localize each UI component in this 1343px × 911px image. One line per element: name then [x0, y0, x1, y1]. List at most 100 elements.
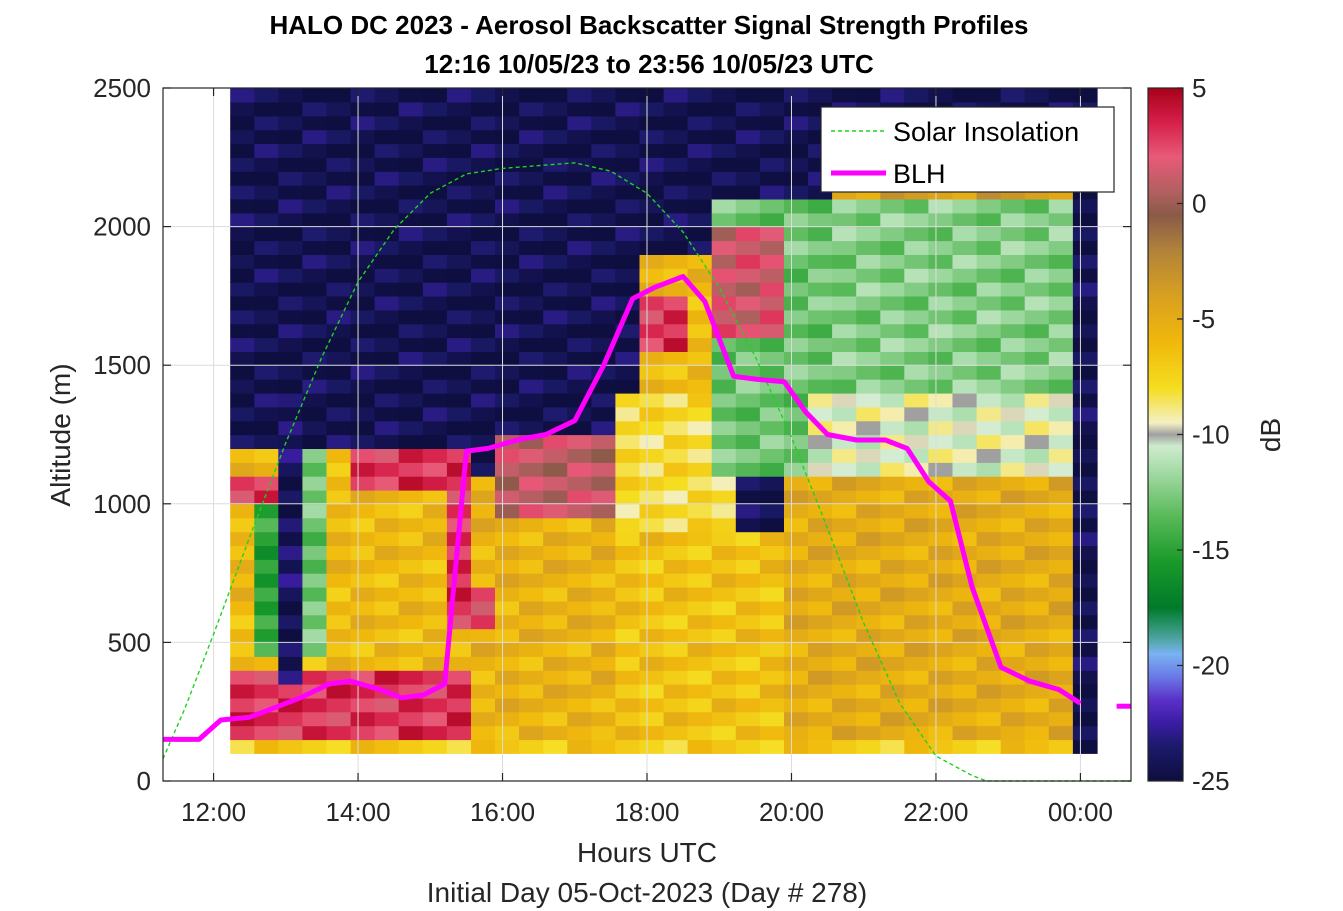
heatmap-cell [254, 420, 279, 436]
heatmap-cell [1048, 379, 1074, 394]
heatmap-cell [471, 129, 496, 145]
heatmap-cell [1000, 309, 1026, 325]
heatmap-cell [591, 725, 616, 741]
heatmap-cell [471, 101, 496, 117]
heatmap-cell [832, 420, 857, 436]
heatmap-cell [278, 462, 303, 477]
heatmap-cell [567, 171, 592, 186]
heatmap-cell [1048, 600, 1074, 616]
heatmap-cell [398, 198, 424, 214]
heatmap-cell [976, 725, 1002, 741]
heatmap-cell [495, 684, 520, 699]
heatmap-cell [230, 600, 255, 616]
heatmap-cell [567, 476, 592, 491]
heatmap-cell [374, 725, 400, 741]
heatmap-cell [471, 739, 496, 754]
heatmap-cell [254, 198, 279, 214]
heatmap-cell [591, 309, 616, 325]
heatmap-cell [326, 337, 352, 352]
heatmap-cell [952, 240, 978, 255]
heatmap-cell [302, 420, 328, 436]
heatmap-cell [832, 697, 857, 713]
heatmap-cell [567, 185, 592, 200]
heatmap-cell [1072, 739, 1098, 754]
heatmap-cell [711, 240, 737, 255]
heatmap-cell [663, 365, 689, 380]
heatmap-cell [350, 739, 376, 754]
heatmap-cell [1072, 670, 1098, 685]
heatmap-cell [254, 226, 279, 242]
heatmap-cell [1048, 697, 1074, 713]
heatmap-cell [856, 240, 881, 255]
heatmap-cell [567, 545, 592, 560]
heatmap-cell [952, 406, 978, 422]
heatmap-cell [591, 628, 616, 643]
heatmap-cell [543, 392, 568, 408]
heatmap-cell [1072, 642, 1098, 657]
heatmap-cell [856, 600, 881, 616]
heatmap-cell [735, 545, 761, 560]
heatmap-cell [543, 254, 568, 269]
heatmap-cell [374, 587, 400, 602]
heatmap-cell [302, 559, 328, 574]
heatmap-cell [519, 88, 544, 103]
heatmap-cell [1072, 545, 1098, 560]
heatmap-cell [856, 545, 881, 560]
heatmap-cell [952, 656, 978, 671]
heatmap-cell [398, 697, 424, 713]
heatmap-cell [471, 171, 496, 186]
heatmap-cell [422, 185, 448, 200]
heatmap-cell [1024, 295, 1050, 311]
heatmap-cell [230, 129, 255, 145]
heatmap-cell [784, 351, 809, 366]
heatmap-cell [759, 268, 785, 283]
heatmap-cell [952, 600, 978, 616]
heatmap-cell [759, 697, 785, 713]
heatmap-cell [471, 656, 496, 671]
heatmap-cell [254, 600, 279, 616]
heatmap-cell [759, 545, 785, 560]
heatmap-cell [374, 309, 400, 325]
heatmap-cell [904, 351, 929, 366]
heatmap-cell [350, 323, 376, 339]
heatmap-cell [784, 462, 809, 477]
heatmap-cell [1000, 587, 1026, 602]
heatmap-cell [639, 489, 665, 505]
heatmap-cell [687, 670, 713, 685]
series-layer [162, 162, 1131, 782]
heatmap-cell [302, 614, 328, 630]
heatmap-cell [1072, 559, 1098, 574]
heatmap-cell [326, 434, 352, 449]
heatmap-cell [1048, 462, 1074, 477]
heatmap-cell [880, 587, 905, 602]
x-tick-label: 16:00 [470, 797, 535, 827]
heatmap-cell [663, 101, 689, 117]
heatmap-cell [398, 379, 424, 394]
heatmap-cell [591, 587, 616, 602]
heatmap-cell [398, 101, 424, 117]
heatmap-cell [495, 337, 520, 352]
heatmap-cell [543, 88, 568, 103]
heatmap-cell [856, 254, 881, 269]
heatmap-cell [398, 309, 424, 325]
heatmap-cell [326, 268, 352, 283]
heatmap-cell [1024, 351, 1050, 366]
heatmap-cell [422, 337, 448, 352]
heatmap-cell [904, 309, 929, 325]
heatmap-cell [1072, 295, 1098, 311]
heatmap-cell [928, 365, 954, 380]
heatmap-cell [639, 379, 665, 394]
heatmap-cell [519, 420, 544, 436]
heatmap-cell [302, 462, 328, 477]
heatmap-cell [687, 587, 713, 602]
heatmap-cell [663, 531, 689, 546]
heatmap-cell [904, 739, 929, 754]
heatmap-cell [856, 406, 881, 422]
heatmap-cell [591, 684, 616, 699]
heatmap-cell [663, 517, 689, 533]
heatmap-cell [784, 309, 809, 325]
heatmap-cell [591, 198, 616, 214]
heatmap-cell [711, 282, 737, 297]
heatmap-cell [519, 309, 544, 325]
